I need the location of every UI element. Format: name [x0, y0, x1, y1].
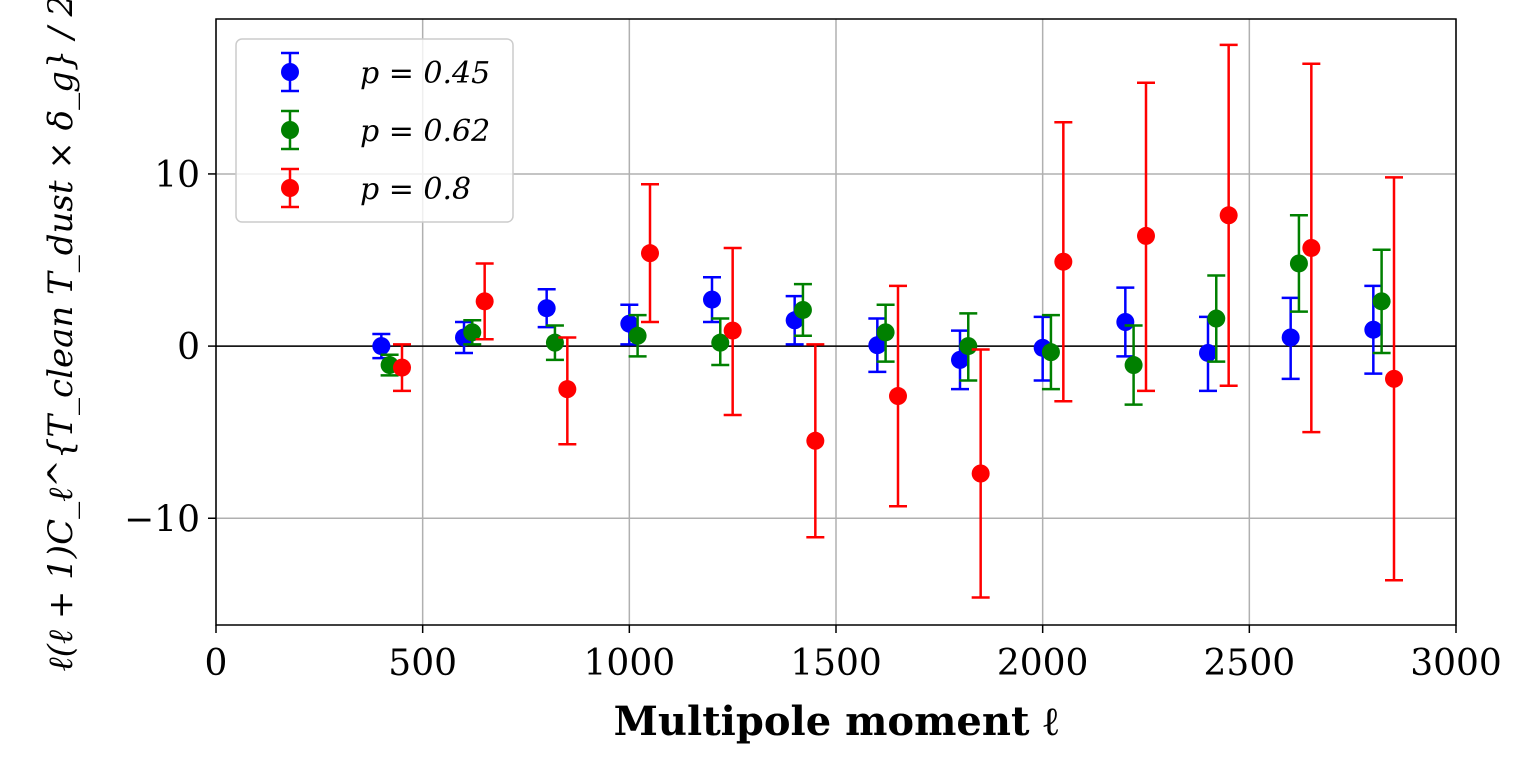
data-point [868, 336, 887, 355]
x-tick-label: 500 [388, 643, 457, 684]
data-point [558, 380, 577, 399]
data-point [876, 323, 895, 342]
data-point [703, 290, 721, 309]
legend-label: p = 0.8 [360, 172, 471, 207]
data-point [723, 321, 742, 340]
data-point [793, 300, 812, 319]
axis-ticks: 0 500 1000 1500 2000 2500 3000 −10 0 10 [124, 155, 1502, 684]
axis-labels: Multipole moment ℓ ℓ(ℓ + 1)C_ℓ^{T_clean … [41, 0, 1058, 745]
data-point [1199, 343, 1217, 362]
data-point [537, 299, 556, 318]
data-point [372, 337, 391, 356]
x-tick-label: 1500 [790, 643, 882, 684]
legend-marker [281, 63, 299, 81]
legend-label: p = 0.45 [360, 56, 490, 91]
data-point [1207, 309, 1226, 328]
data-point [951, 350, 969, 369]
x-tick-label: 3000 [1410, 643, 1502, 684]
x-axis-label: Multipole moment ℓ [614, 698, 1059, 745]
legend-marker [281, 121, 299, 139]
x-tick-label: 1000 [584, 643, 676, 684]
legend-entry: p = 0.45 [281, 51, 490, 93]
x-tick-label: 2000 [997, 643, 1089, 684]
data-point [1281, 328, 1300, 347]
data-point [393, 358, 411, 377]
data-point [1137, 226, 1155, 245]
data-point [889, 387, 907, 406]
data-series [372, 43, 1403, 599]
data-point [1054, 252, 1073, 271]
legend-entry: p = 0.62 [281, 109, 490, 151]
legend-entry: p = 0.8 [281, 167, 471, 209]
x-tick-label: 0 [205, 643, 228, 684]
data-point [628, 326, 647, 345]
legend-box [235, 38, 514, 223]
data-point [1219, 206, 1238, 225]
legend-label: p = 0.62 [360, 114, 490, 149]
legend: p = 0.45 p = 0.62 p = 0.8 [235, 38, 514, 223]
data-point [475, 292, 494, 311]
data-point [971, 464, 990, 483]
data-point [711, 333, 730, 352]
data-point [1289, 254, 1308, 273]
x-tick-label: 2500 [1204, 643, 1296, 684]
data-point [1364, 320, 1383, 339]
series-p-0-8 [393, 43, 1403, 599]
y-tick-label: −10 [124, 499, 200, 540]
y-axis-label: ℓ(ℓ + 1)C_ℓ^{T_clean T_dust × δ_g} / 2π [41, 0, 81, 672]
data-point [959, 337, 978, 356]
y-tick-label: 10 [154, 155, 200, 196]
data-point [463, 323, 482, 342]
y-tick-label: 0 [177, 327, 200, 368]
data-point [1302, 238, 1321, 257]
data-point [1041, 343, 1060, 362]
data-point [1372, 292, 1391, 311]
data-point [806, 431, 825, 450]
data-point [641, 244, 659, 263]
legend-marker [281, 179, 299, 197]
data-point [1124, 356, 1143, 375]
data-point [1385, 369, 1403, 388]
series-p-0-62 [380, 214, 1391, 406]
data-point [1116, 313, 1135, 331]
